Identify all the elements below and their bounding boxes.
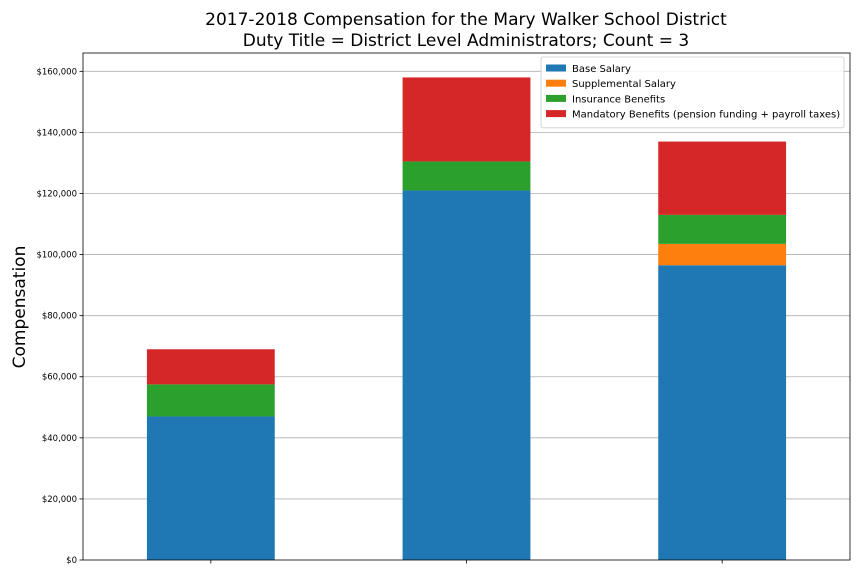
legend-swatch bbox=[546, 94, 566, 102]
y-tick-label: $20,000 bbox=[42, 495, 77, 505]
bar-segment bbox=[402, 190, 531, 560]
legend-label: Insurance Benefits bbox=[572, 94, 665, 105]
bar-segment bbox=[146, 349, 275, 385]
y-tick-label: $0 bbox=[66, 556, 77, 566]
bar-segment bbox=[402, 161, 531, 191]
bar-segment bbox=[658, 265, 787, 560]
legend-swatch bbox=[546, 110, 566, 118]
bar-segment bbox=[658, 214, 787, 244]
y-tick-label: $100,000 bbox=[36, 251, 77, 261]
y-tick-label: $120,000 bbox=[36, 189, 77, 199]
axes: $0 $20,000 $40,000 $60,000 $80,000 $100,000 $1… bbox=[36, 52, 851, 566]
legend-box bbox=[540, 56, 845, 129]
bar-segment bbox=[146, 384, 275, 417]
y-tick-label: $40,000 bbox=[42, 434, 77, 444]
y-tick-label: $60,000 bbox=[42, 373, 77, 383]
bars bbox=[146, 77, 787, 560]
y-axis-label: Compensation bbox=[10, 246, 30, 369]
y-tick-label: $160,000 bbox=[36, 67, 77, 77]
bar-segment bbox=[402, 77, 531, 162]
bar-segment bbox=[146, 416, 275, 560]
legend-label: Base Salary bbox=[572, 64, 631, 75]
plot-frame bbox=[82, 52, 851, 561]
legend-label: Mandatory Benefits (pension funding + pa… bbox=[572, 110, 840, 121]
bar-segment bbox=[658, 141, 787, 215]
y-tick-label: $140,000 bbox=[36, 128, 77, 138]
bar-segment bbox=[658, 243, 787, 266]
legend-swatch bbox=[546, 64, 566, 72]
legend-swatch bbox=[546, 79, 566, 87]
chart-title: 2017-2018 Compensation for the Mary Walk… bbox=[205, 10, 727, 30]
y-tick-label: $80,000 bbox=[42, 312, 77, 322]
legend-label: Supplemental Salary bbox=[572, 79, 676, 90]
legend: Base Salary Supplemental Salary Insurance … bbox=[540, 56, 845, 129]
chart-subtitle: Duty Title = District Level Administrato… bbox=[243, 31, 689, 51]
